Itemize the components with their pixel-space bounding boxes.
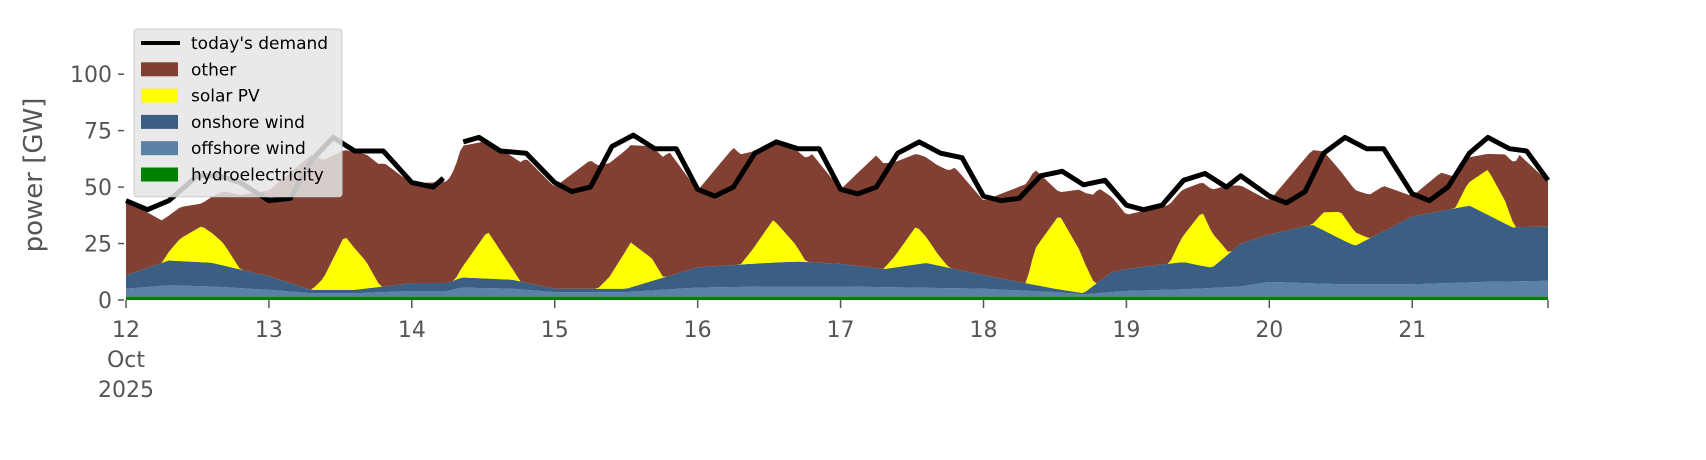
y-axis: 0 25 50 75 100 [70,63,124,314]
legend-box [133,28,343,198]
legend-label-solar-pv: solar PV [191,87,260,107]
area-hydroelectricity [126,296,1548,300]
y-tick-label: 0 [98,289,112,314]
area-solar-pv [126,169,1548,294]
legend-label-onshore-wind: onshore wind [191,113,305,133]
x-tick-label: Oct [107,348,145,373]
legend-label-today-s-demand: today's demand [191,34,328,54]
x-tick-label: 13 [255,318,283,343]
x-tick-label: 14 [398,318,426,343]
x-tick-label: 21 [1398,318,1426,343]
legend-swatch-solar-pv [141,88,178,103]
area-other [126,141,1548,290]
legend-label-other: other [191,60,236,80]
x-tick-label: 20 [1255,318,1283,343]
y-tick-label: 100 [70,63,112,88]
x-tick-label: 19 [1112,318,1140,343]
y-tick-label: 50 [84,176,112,201]
x-tick-label: 2025 [98,378,154,403]
legend-label-offshore-wind: offshore wind [191,139,306,159]
y-axis-label: power [GW] [19,98,49,253]
x-axis: 12 Oct 2025 13 14 15 16 17 18 19 20 21 [98,300,1549,403]
stacked-areas [126,141,1548,300]
x-tick-label: 16 [684,318,712,343]
x-tick-label: 12 [112,318,140,343]
legend-swatch-offshore-wind [141,141,178,156]
area-onshore-wind [126,205,1548,295]
legend-swatch-hydroelectricity [141,167,178,182]
x-tick-label: 15 [541,318,569,343]
x-tick-label: 17 [827,318,855,343]
y-tick-label: 75 [84,120,112,145]
legend-swatch-other [141,62,178,77]
legend-swatch-onshore-wind [141,114,178,129]
x-tick-label: 18 [969,318,997,343]
legend-label-hydroelectricity: hydroelectricity [191,166,324,186]
area-offshore-wind [126,280,1548,297]
y-tick-label: 25 [84,233,112,258]
legend: today's demand other solar PV onshore wind o… [133,28,343,198]
